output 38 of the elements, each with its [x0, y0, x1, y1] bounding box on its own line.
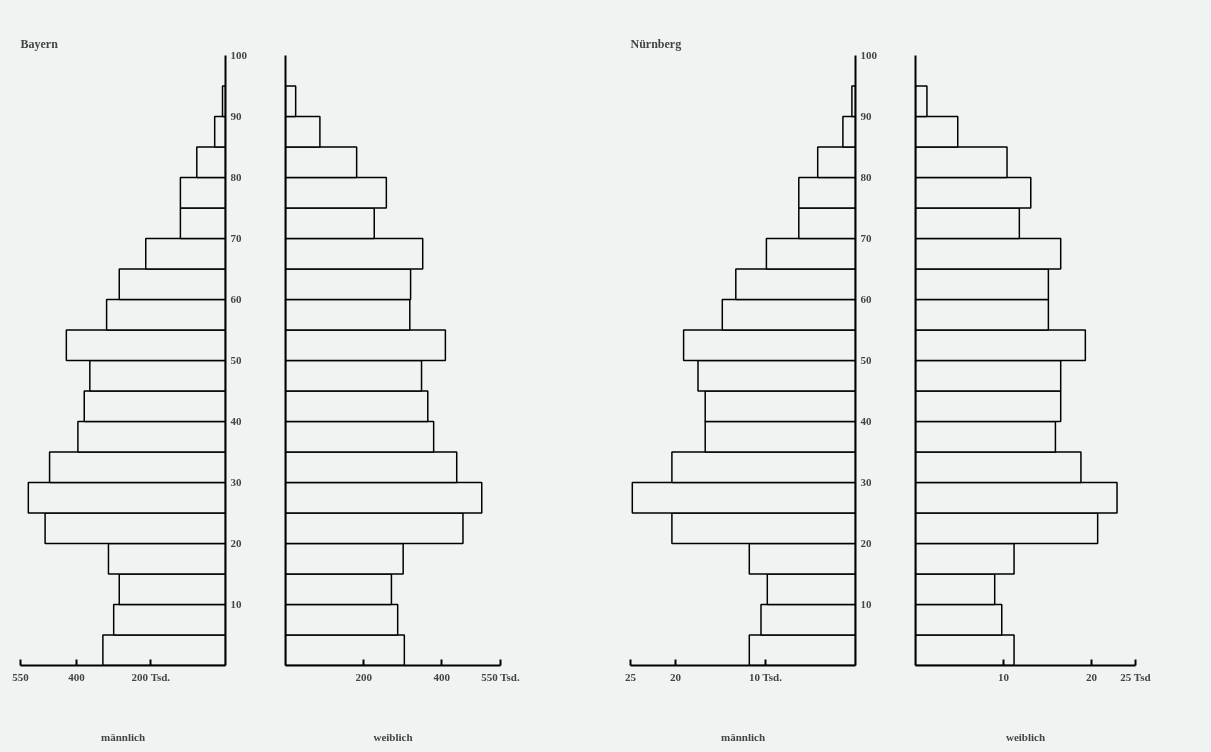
chart-title: Nürnberg — [630, 36, 682, 51]
x-axis-title: weiblich — [373, 730, 413, 743]
x-tick-label: 550 — [12, 670, 30, 683]
y-tick-label: 30 — [860, 476, 872, 488]
y-tick-label: 90 — [230, 110, 242, 122]
y-tick-label: 40 — [860, 415, 872, 427]
y-tick-label: 90 — [860, 110, 872, 122]
x-tick-label: 10 Tsd. — [748, 670, 783, 683]
y-tick-label: 50 — [860, 354, 872, 366]
y-tick-label: 60 — [230, 293, 242, 305]
x-axis-title: männlich — [720, 730, 766, 743]
y-tick-label: 10 — [860, 598, 872, 610]
y-tick-label: 100 — [230, 49, 248, 61]
y-tick-label: 80 — [860, 171, 872, 183]
y-tick-label: 20 — [230, 537, 242, 549]
x-tick-label: 20 — [1086, 670, 1098, 683]
x-tick-label: 550 Tsd. — [481, 670, 520, 683]
x-tick-label: 400 — [433, 670, 451, 683]
x-axis-title: weiblich — [1005, 730, 1046, 743]
x-tick-label: 200 Tsd. — [131, 670, 171, 683]
y-tick-label: 30 — [230, 476, 242, 488]
x-tick-label: 10 — [998, 670, 1010, 683]
y-tick-label: 80 — [230, 171, 242, 183]
y-tick-label: 70 — [230, 232, 242, 244]
y-tick-label: 100 — [860, 49, 878, 61]
x-tick-label: 20 — [670, 670, 682, 683]
y-tick-label: 60 — [860, 293, 872, 305]
y-tick-label: 50 — [230, 354, 242, 366]
y-tick-label: 20 — [860, 537, 872, 549]
x-tick-label: 400 — [68, 670, 86, 683]
y-tick-label: 70 — [860, 232, 872, 244]
y-tick-label: 10 — [230, 598, 242, 610]
x-tick-label: 200 — [355, 670, 373, 683]
x-axis-title: männlich — [100, 730, 146, 743]
chart-title: Bayern — [20, 36, 59, 51]
x-tick-label: 25 Tsd — [1120, 670, 1151, 683]
x-tick-label: 25 — [625, 670, 637, 683]
y-tick-label: 40 — [230, 415, 242, 427]
